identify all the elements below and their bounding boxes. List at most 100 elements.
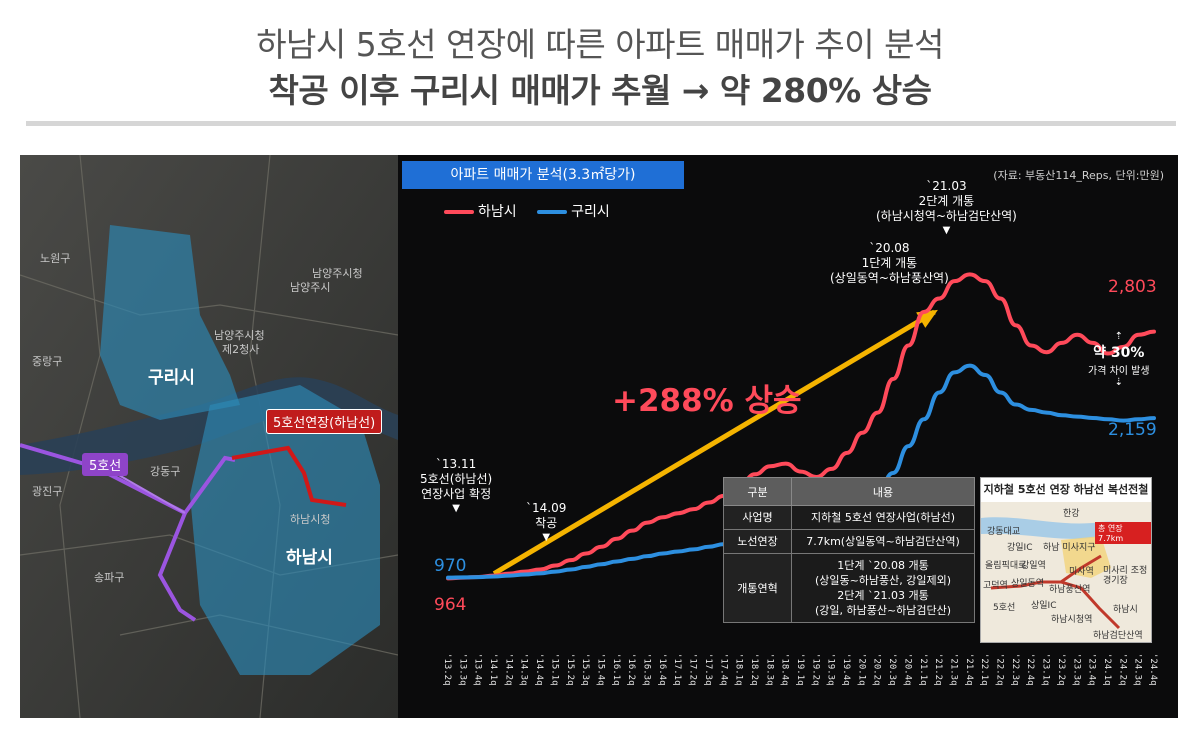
x-tick-label: '22.1q: [979, 653, 990, 686]
x-tick-label: '17.3q: [702, 653, 713, 686]
end-value-hanam: 2,803: [1108, 277, 1157, 297]
x-tick-label: '23.4q: [1086, 653, 1097, 686]
x-tick-label: '21.4q: [963, 653, 974, 686]
gap-value: 약 30%: [1093, 345, 1145, 361]
subway-map: 5호선연장(하남선) 5호선 구리시 하남시 노원구 남양주시청 남양주시 중랑…: [20, 155, 399, 718]
x-tick-label: '15.2q: [564, 653, 575, 686]
legend-item-hanam: 하남시: [444, 201, 517, 221]
x-tick-label: '13.4q: [472, 653, 483, 686]
gap-annotation: ⇡ 약 30% 가격 차이 발생 ⇣: [1088, 331, 1150, 388]
x-tick-label: '22.2q: [994, 653, 1005, 686]
map-graphic: [20, 155, 399, 718]
surge-label: +288% 상승: [612, 383, 802, 419]
x-tick-label: '16.3q: [641, 653, 652, 686]
annotation-2013: `13.11 5호선(하남선) 연장사업 확정 ▼: [420, 457, 492, 516]
page-subtitle: 착공 이후 구리시 매매가 추월 → 약 280% 상승: [268, 71, 932, 110]
table-value-line: 2단계 `21.03 개통: [837, 589, 929, 602]
x-tick-label: '15.3q: [580, 653, 591, 686]
annotation-text: `21.03: [926, 179, 967, 193]
down-arrow-icon: ⇣: [1114, 377, 1123, 388]
x-tick-label: '14.1q: [488, 653, 499, 686]
x-tick-label: '23.2q: [1055, 653, 1066, 686]
price-chart: 아파트 매매가 분석(3.3㎡당가) (자료: 부동산114_Reps, 단위:…: [398, 155, 1178, 718]
x-tick-label: '24.3q: [1132, 653, 1143, 686]
inset-length-tag: 총 연장 7.7km: [1095, 522, 1151, 544]
line5-tag: 5호선: [82, 453, 129, 476]
x-tick-label: '16.2q: [626, 653, 637, 686]
map-label: 노원구: [40, 252, 71, 265]
table-header: 내용: [791, 477, 975, 506]
inset-label: 미사역: [1069, 567, 1094, 577]
table-row: 노선연장 7.7km(상일동역~하남검단산역): [723, 529, 975, 554]
x-tick-label: '20.3q: [887, 653, 898, 686]
annotation-text: `13.11: [435, 457, 477, 471]
x-tick-label: '24.2q: [1117, 653, 1128, 686]
inset-label: 올림픽대로: [985, 561, 1027, 571]
table-value: 지하철 5호선 연장사업(하남선): [791, 505, 975, 530]
map-label: 강동구: [150, 465, 181, 478]
title-divider: [26, 121, 1176, 126]
x-axis: '13.2q '13.3q '13.4q '14.1q '14.2q '14.3q '14.…: [442, 649, 1158, 715]
map-label: 중랑구: [32, 355, 63, 368]
x-tick-label: '18.3q: [764, 653, 775, 686]
map-label: 남양주시청: [312, 267, 363, 280]
annotation-text: 1단계 개통: [861, 256, 918, 270]
annotation-2014: `14.09 착공 ▼: [526, 501, 566, 545]
annotation-text: `14.09: [526, 501, 567, 515]
legend-swatch: [444, 210, 474, 214]
inset-label: 하남시: [1113, 605, 1138, 615]
x-tick-label: '21.3q: [948, 653, 959, 686]
x-tick-label: '24.4q: [1148, 653, 1158, 686]
x-tick-label: '19.3q: [825, 653, 836, 686]
map-label: 남양주시청: [214, 329, 265, 342]
inset-label: 상일IC: [1031, 601, 1057, 611]
extension-line-tag: 5호선연장(하남선): [266, 409, 383, 434]
annotation-text: (하남시청역~하남검단산역): [876, 209, 1017, 223]
map-label: 제2청사: [222, 343, 260, 356]
table-header: 구분: [723, 477, 792, 506]
x-tick-label: '18.4q: [779, 653, 790, 686]
table-row: 개통연혁 1단계 `20.08 개통 (상일동~하남풍산, 강일제외) 2단계 …: [723, 553, 975, 623]
table-key: 개통연혁: [723, 553, 792, 623]
start-value-guri: 970: [434, 556, 467, 576]
annotation-text: (상일동역~하남풍산역): [830, 271, 949, 285]
triangle-down-icon: ▼: [942, 225, 951, 236]
map-label: 남양주시: [290, 281, 331, 294]
annotation-2021: `21.03 2단계 개통 (하남시청역~하남검단산역) ▼: [876, 179, 1017, 238]
x-tick-label: '24.1q: [1101, 653, 1112, 686]
inset-title: 지하철 5호선 연장 하남선 복선전철: [981, 478, 1151, 502]
chart-source: (자료: 부동산114_Reps, 단위:만원): [993, 169, 1164, 182]
inset-label: 한강: [1063, 509, 1080, 519]
x-tick-label: '20.1q: [856, 653, 867, 686]
x-tick-label: '23.1q: [1040, 653, 1051, 686]
x-tick-label: '22.3q: [1009, 653, 1020, 686]
map-label: 광진구: [32, 485, 63, 498]
project-info-table: 구분 내용 사업명 지하철 5호선 연장사업(하남선) 노선연장 7.7km(상…: [723, 477, 975, 623]
map-label: 송파구: [94, 571, 125, 584]
table-value-line: (상일동~하남풍산, 강일제외): [814, 574, 952, 587]
hanam-label: 하남시: [286, 548, 333, 568]
x-tick-label: '15.1q: [549, 653, 560, 686]
x-tick-label: '21.2q: [933, 653, 944, 686]
legend-item-guri: 구리시: [537, 201, 610, 221]
annotation-text: `20.08: [869, 241, 910, 255]
annotation-text: 연장사업 확정: [421, 487, 492, 501]
table-value: 7.7km(상일동역~하남검단산역): [791, 529, 975, 554]
x-tick-label: '14.3q: [518, 653, 529, 686]
legend-label: 구리시: [571, 204, 610, 220]
table-header-row: 구분 내용: [723, 477, 975, 506]
inset-label: 고덕역: [983, 581, 1008, 591]
title-block: 하남시 5호선 연장에 따른 아파트 매매가 추이 분석 착공 이후 구리시 매…: [0, 0, 1200, 130]
inset-label: 하남 미사지구: [1043, 543, 1096, 553]
annotation-2020: `20.08 1단계 개통 (상일동역~하남풍산역): [830, 241, 949, 286]
inset-label: 강일IC: [1007, 543, 1033, 553]
map-label: 하남시청: [290, 513, 331, 526]
annotation-text: 2단계 개통: [918, 194, 975, 208]
chart-panel-title: 아파트 매매가 분석(3.3㎡당가): [402, 161, 684, 189]
x-tick-label: '18.2q: [748, 653, 759, 686]
x-tick-label: '20.2q: [871, 653, 882, 686]
x-tick-label: '19.2q: [810, 653, 821, 686]
inset-label: 강일역: [1021, 561, 1046, 571]
x-tick-label: '16.1q: [610, 653, 621, 686]
series-line-hanam: [446, 272, 1156, 581]
